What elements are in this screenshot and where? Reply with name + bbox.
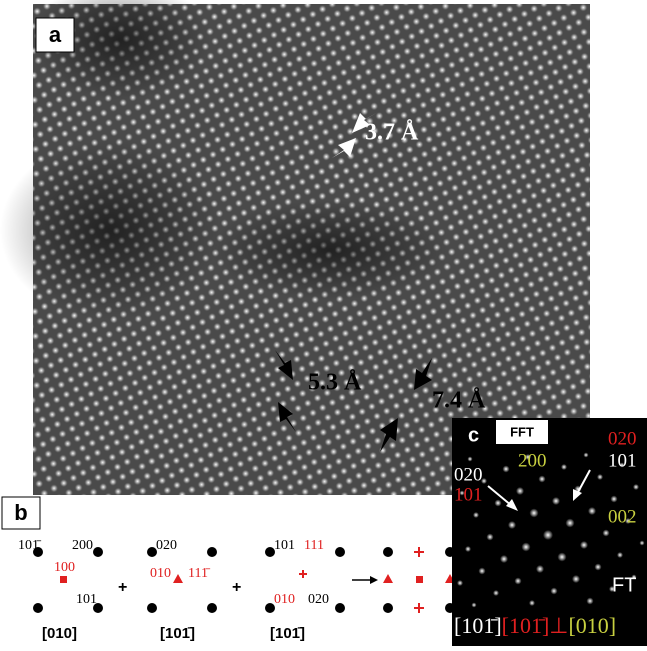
panel-b: b + + 101̄ 200 100 101 020 010 111 — [0, 495, 455, 646]
figure: a 3.7 Å 5.3 Å 7.4 Å b + + — [0, 0, 647, 646]
index: 111̄ — [188, 566, 211, 581]
zone: [101̄]⊥ — [502, 613, 569, 638]
fft-spot — [539, 476, 546, 483]
panel-label: c — [468, 424, 479, 446]
fft-spot — [558, 553, 567, 562]
fft-spot — [536, 565, 544, 573]
spot — [60, 576, 67, 583]
fft-spot — [500, 555, 508, 563]
index: 020 — [608, 428, 637, 449]
fft-spot — [473, 512, 479, 518]
fft-spot — [493, 590, 499, 596]
annotation: 5.3 Å — [308, 370, 362, 396]
fft-spot — [465, 546, 471, 552]
fft-spot — [516, 487, 524, 495]
panel-label: b — [14, 500, 27, 525]
shade — [0, 140, 220, 320]
index: 200 — [518, 450, 547, 471]
index: 002 — [608, 506, 637, 527]
spot — [416, 576, 423, 583]
index: 020 — [156, 538, 177, 553]
index: 100 — [54, 560, 75, 575]
index: 101 — [454, 484, 483, 505]
index: 020 — [454, 464, 483, 485]
zone: [101̄] — [454, 613, 502, 638]
shade — [210, 200, 450, 300]
index: 101̄ — [18, 538, 42, 553]
fft-spot — [633, 484, 639, 490]
zone: [010] — [42, 625, 77, 642]
zone: [010] — [568, 613, 616, 638]
fft-spot — [479, 568, 486, 575]
fft-spot — [495, 500, 502, 507]
fft-spot — [551, 588, 558, 595]
fft-spot — [543, 530, 553, 540]
svg-text:+: + — [118, 579, 127, 596]
caption: FT — [612, 574, 636, 596]
fft-spot — [457, 580, 463, 586]
annotation: 7.4 Å — [432, 388, 486, 414]
fft-spot — [611, 496, 618, 503]
fft-spot — [603, 530, 610, 537]
fft-spot — [487, 534, 494, 541]
panel-label: a — [49, 22, 62, 47]
fft-spot — [587, 598, 594, 605]
fft-spot — [584, 453, 589, 458]
fft-spot — [617, 552, 623, 558]
fft-spot — [522, 543, 531, 552]
fft-spot — [515, 578, 522, 585]
index: 010 — [274, 592, 295, 607]
fft-spot — [561, 464, 567, 470]
fft-spot — [530, 509, 539, 518]
zone-axes: [101̄][101̄]⊥[010] — [454, 613, 616, 638]
fft-spot — [595, 564, 602, 571]
index: 010 — [150, 566, 171, 581]
index: 101 — [76, 592, 97, 607]
fft-spot — [529, 600, 535, 606]
fft-spot — [552, 497, 560, 505]
index: 101 — [608, 450, 637, 471]
fft-spot — [580, 541, 588, 549]
fft-spot — [597, 474, 603, 480]
annotation: 3.7 Å — [365, 120, 419, 146]
index: 020 — [308, 592, 329, 607]
fft-spot — [508, 521, 516, 529]
fft-spot — [640, 541, 645, 546]
index: 101 — [274, 538, 295, 553]
fft-spot — [503, 466, 510, 473]
panel-c: c FFT 020 101 200 020 101 002 FT [101̄][… — [452, 418, 647, 646]
fft-spot — [572, 575, 580, 583]
fft-spot — [468, 457, 473, 462]
fft-spot — [588, 507, 596, 515]
zone: [101̄] — [270, 625, 305, 642]
title: FFT — [510, 424, 534, 439]
fft-spot — [472, 603, 477, 608]
svg-text:+: + — [232, 579, 241, 596]
zone: [101̄] — [160, 625, 195, 642]
index: 111 — [304, 538, 324, 553]
fft-spot — [566, 519, 575, 528]
index: 200 — [72, 538, 93, 553]
